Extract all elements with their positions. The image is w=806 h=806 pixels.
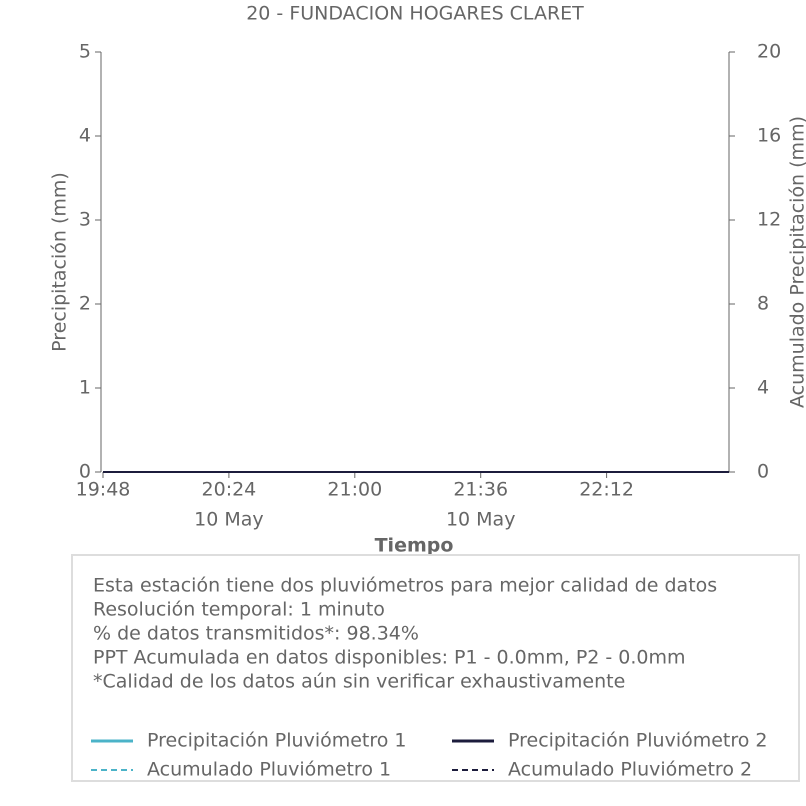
y-tick-label: 0 xyxy=(79,461,91,483)
x-tick-label: 10 May xyxy=(194,509,264,531)
info-line: Esta estación tiene dos pluviómetros par… xyxy=(93,575,717,597)
y2-tick-label: 12 xyxy=(757,209,781,231)
legend-label: Precipitación Pluviómetro 1 xyxy=(147,730,407,752)
info-line: % de datos transmitidos*: 98.34% xyxy=(93,623,419,645)
y-tick-label: 2 xyxy=(79,293,91,315)
y2-tick-label: 8 xyxy=(757,293,769,315)
info-line: *Calidad de los datos aún sin verificar … xyxy=(93,671,625,693)
x-tick-label: 22:12 xyxy=(579,479,634,501)
y2-tick-label: 20 xyxy=(757,41,781,63)
x-tick-label: 21:00 xyxy=(327,479,382,501)
legend-label: Acumulado Pluviómetro 1 xyxy=(147,759,391,781)
y2-axis-label: Acumulado Precipitación (mm) xyxy=(787,116,806,408)
y2-tick-label: 0 xyxy=(757,461,769,483)
y2-tick-label: 4 xyxy=(757,377,769,399)
y-tick-label: 4 xyxy=(79,125,91,147)
x-axis-label: Tiempo xyxy=(375,535,454,557)
y-axis-label: Precipitación (mm) xyxy=(49,172,71,352)
info-box xyxy=(71,554,800,782)
x-tick-label: 20:24 xyxy=(202,479,257,501)
y-tick-label: 1 xyxy=(79,377,91,399)
x-tick-label: 21:36 xyxy=(453,479,508,501)
y-tick-label: 3 xyxy=(79,209,91,231)
y2-tick-label: 16 xyxy=(757,125,781,147)
x-tick-label: 19:48 xyxy=(76,479,131,501)
info-line: PPT Acumulada en datos disponibles: P1 -… xyxy=(93,647,686,669)
legend-label: Acumulado Pluviómetro 2 xyxy=(508,759,752,781)
y-tick-label: 5 xyxy=(79,41,91,63)
info-line: Resolución temporal: 1 minuto xyxy=(93,599,385,621)
x-tick-label: 10 May xyxy=(446,509,516,531)
chart-title: 20 - FUNDACION HOGARES CLARET xyxy=(246,3,584,25)
legend-label: Precipitación Pluviómetro 2 xyxy=(508,730,768,752)
